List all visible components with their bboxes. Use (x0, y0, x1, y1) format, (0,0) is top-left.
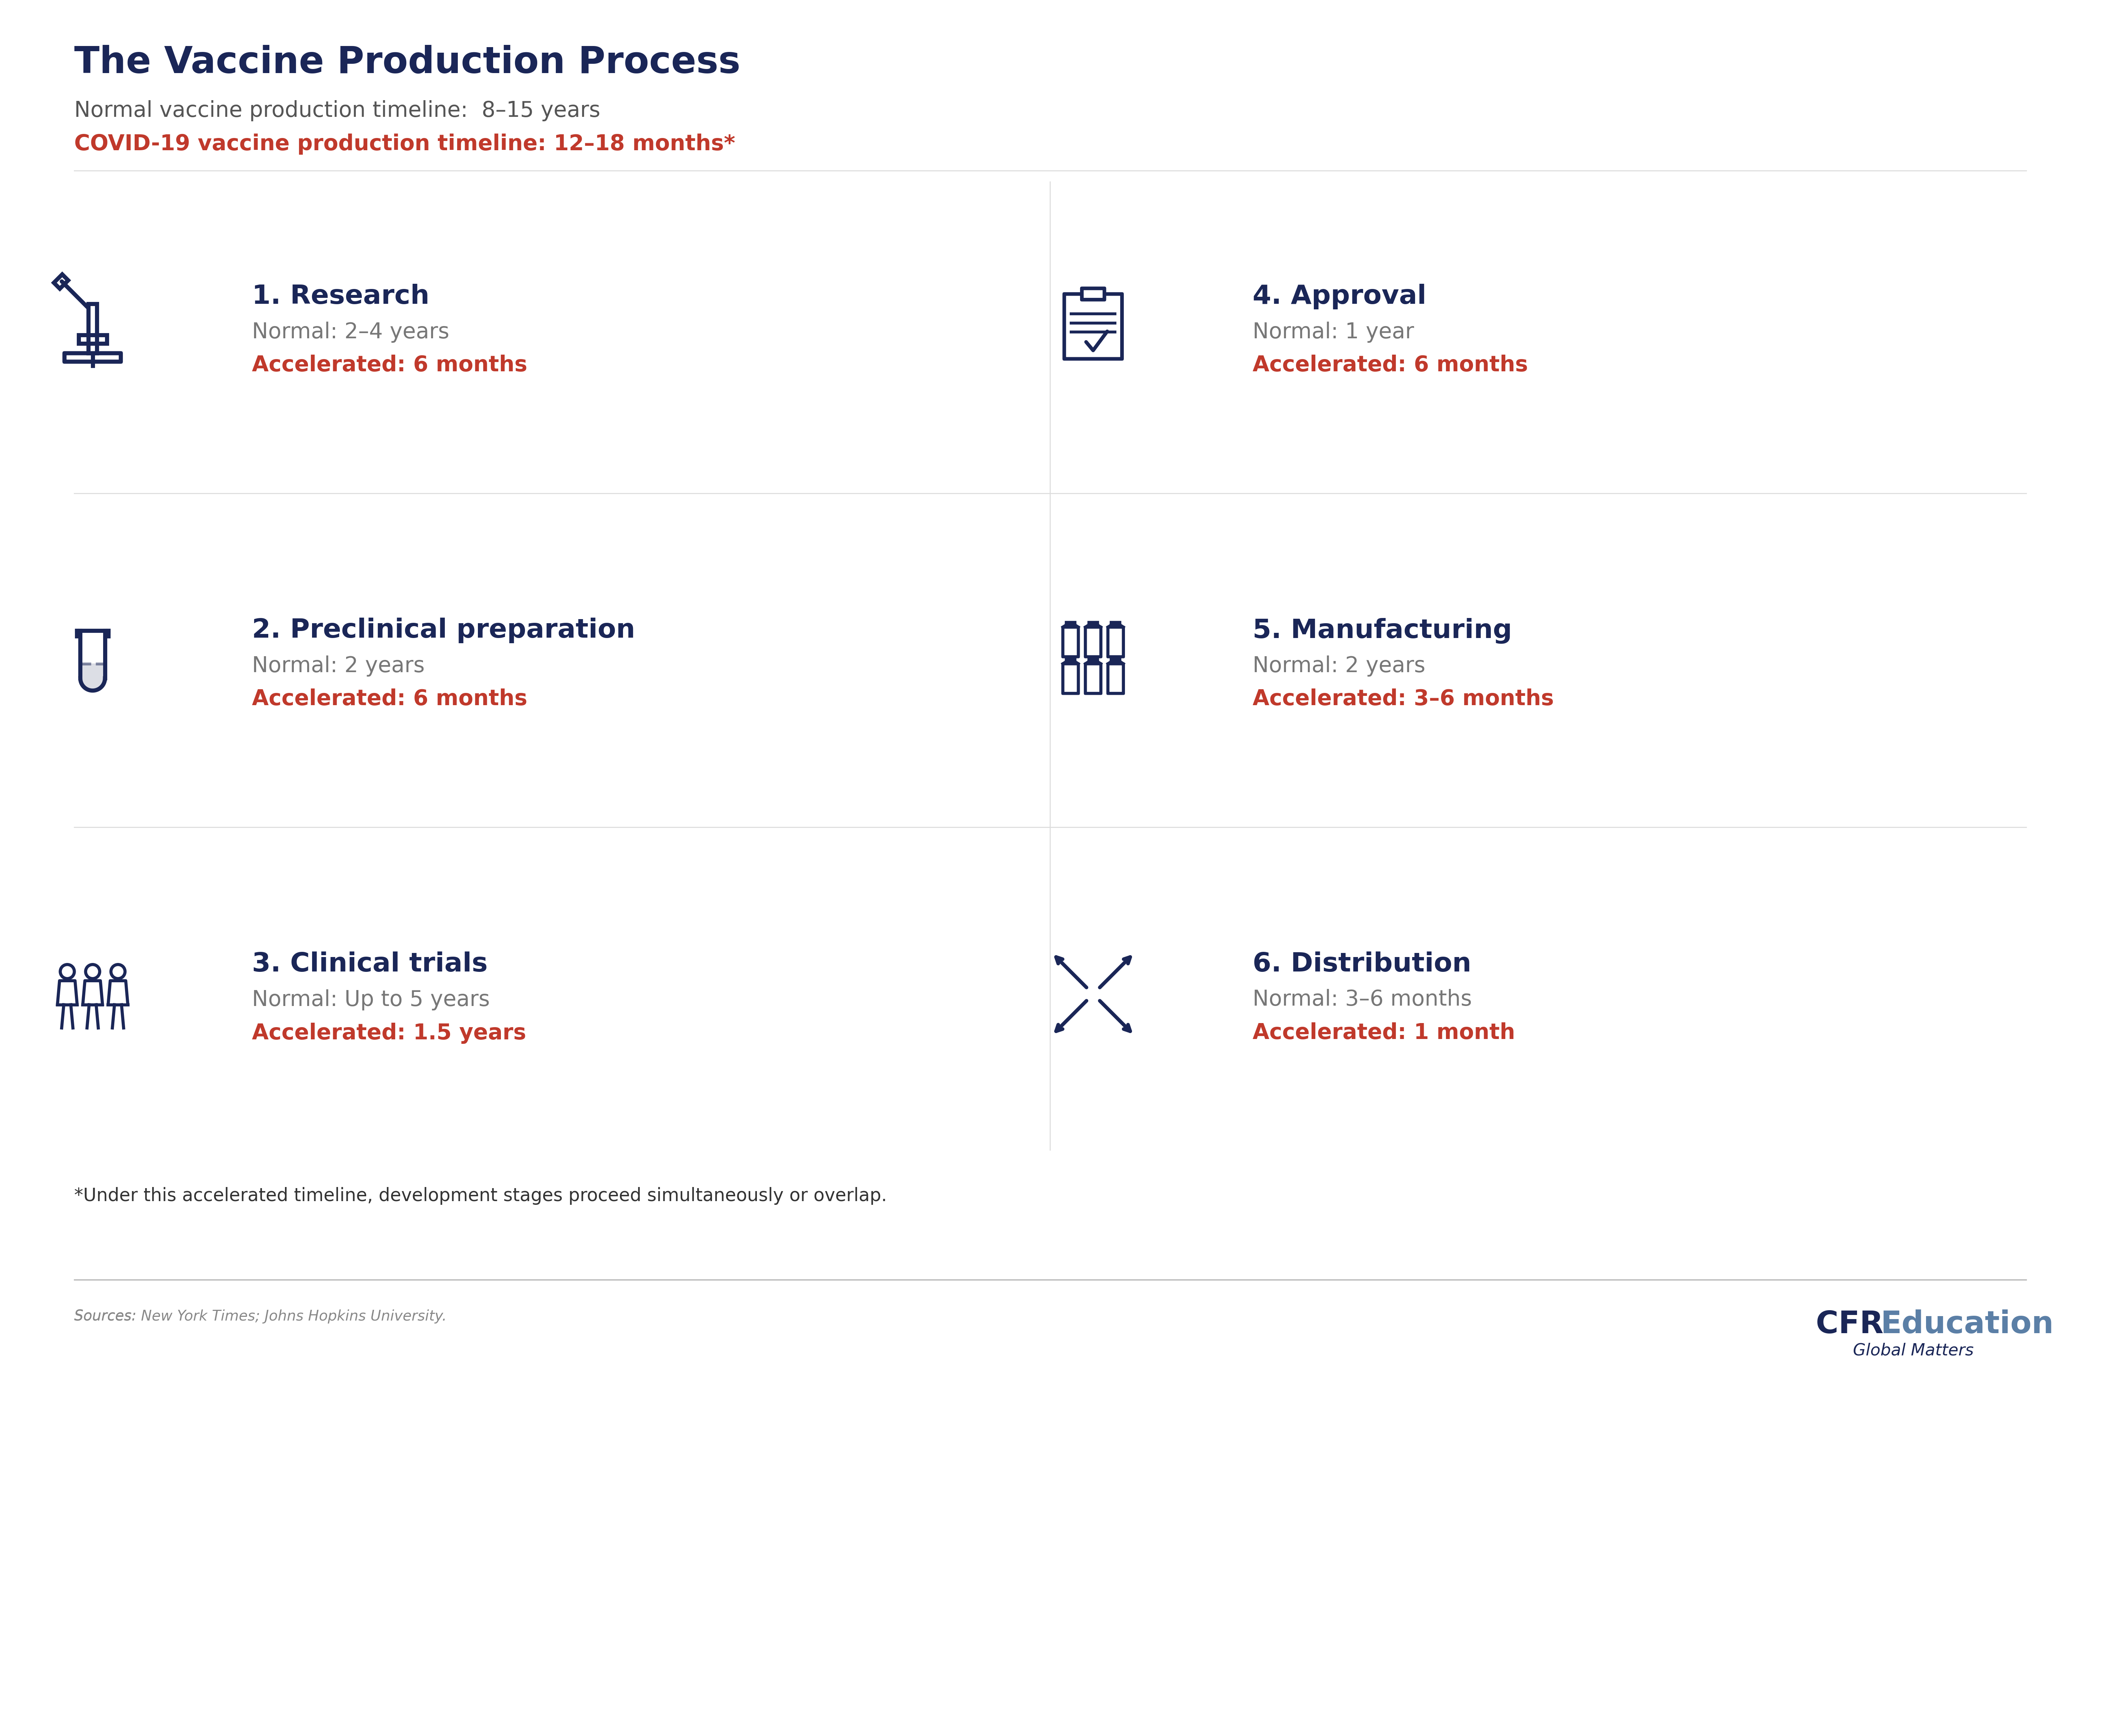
Bar (1089, 623, 1098, 625)
Text: Accelerated: 1.5 years: Accelerated: 1.5 years (252, 1023, 526, 1043)
Text: Accelerated: 6 months: Accelerated: 6 months (252, 354, 528, 377)
Bar (1066, 623, 1075, 625)
Text: 6. Distribution: 6. Distribution (1253, 951, 1472, 977)
Text: Normal: 3–6 months: Normal: 3–6 months (1253, 990, 1472, 1010)
Text: Accelerated: 6 months: Accelerated: 6 months (252, 689, 528, 710)
Bar (78, 335, 107, 344)
Bar (1110, 660, 1121, 661)
Text: Accelerated: 3–6 months: Accelerated: 3–6 months (1253, 689, 1554, 710)
Text: Normal: 2 years: Normal: 2 years (1253, 654, 1426, 677)
FancyBboxPatch shape (1081, 288, 1104, 300)
Text: Normal vaccine production timeline:  8–15 years: Normal vaccine production timeline: 8–15… (74, 101, 599, 122)
Text: 4. Approval: 4. Approval (1253, 285, 1426, 309)
Text: Education: Education (1880, 1309, 2055, 1340)
Text: CFR: CFR (1815, 1309, 1895, 1340)
Text: 5. Manufacturing: 5. Manufacturing (1253, 618, 1512, 644)
Polygon shape (80, 663, 105, 691)
Bar (55, 274, 67, 288)
Text: Accelerated: 1 month: Accelerated: 1 month (1253, 1023, 1514, 1043)
Text: 1. Research: 1. Research (252, 285, 429, 309)
Text: Sources:: Sources: (74, 1309, 141, 1323)
Text: 3. Clinical trials: 3. Clinical trials (252, 951, 488, 977)
Bar (1110, 623, 1121, 625)
Bar (1089, 660, 1098, 661)
Text: The Vaccine Production Process: The Vaccine Production Process (74, 45, 740, 80)
Bar (88, 304, 97, 352)
Text: COVID-19 vaccine production timeline: 12–18 months*: COVID-19 vaccine production timeline: 12… (74, 134, 736, 155)
Text: 2. Preclinical preparation: 2. Preclinical preparation (252, 618, 635, 644)
Text: Normal: 2–4 years: Normal: 2–4 years (252, 321, 450, 342)
Text: Normal: Up to 5 years: Normal: Up to 5 years (252, 990, 490, 1010)
Text: Sources: New York Times; Johns Hopkins University.: Sources: New York Times; Johns Hopkins U… (74, 1309, 446, 1323)
Text: Normal: 1 year: Normal: 1 year (1253, 321, 1413, 342)
Text: Accelerated: 6 months: Accelerated: 6 months (1253, 354, 1529, 377)
Text: Global Matters: Global Matters (1853, 1344, 1973, 1359)
Bar (1066, 660, 1075, 661)
Text: *Under this accelerated timeline, development stages proceed simultaneously or o: *Under this accelerated timeline, develo… (74, 1187, 887, 1205)
Text: Normal: 2 years: Normal: 2 years (252, 654, 425, 677)
